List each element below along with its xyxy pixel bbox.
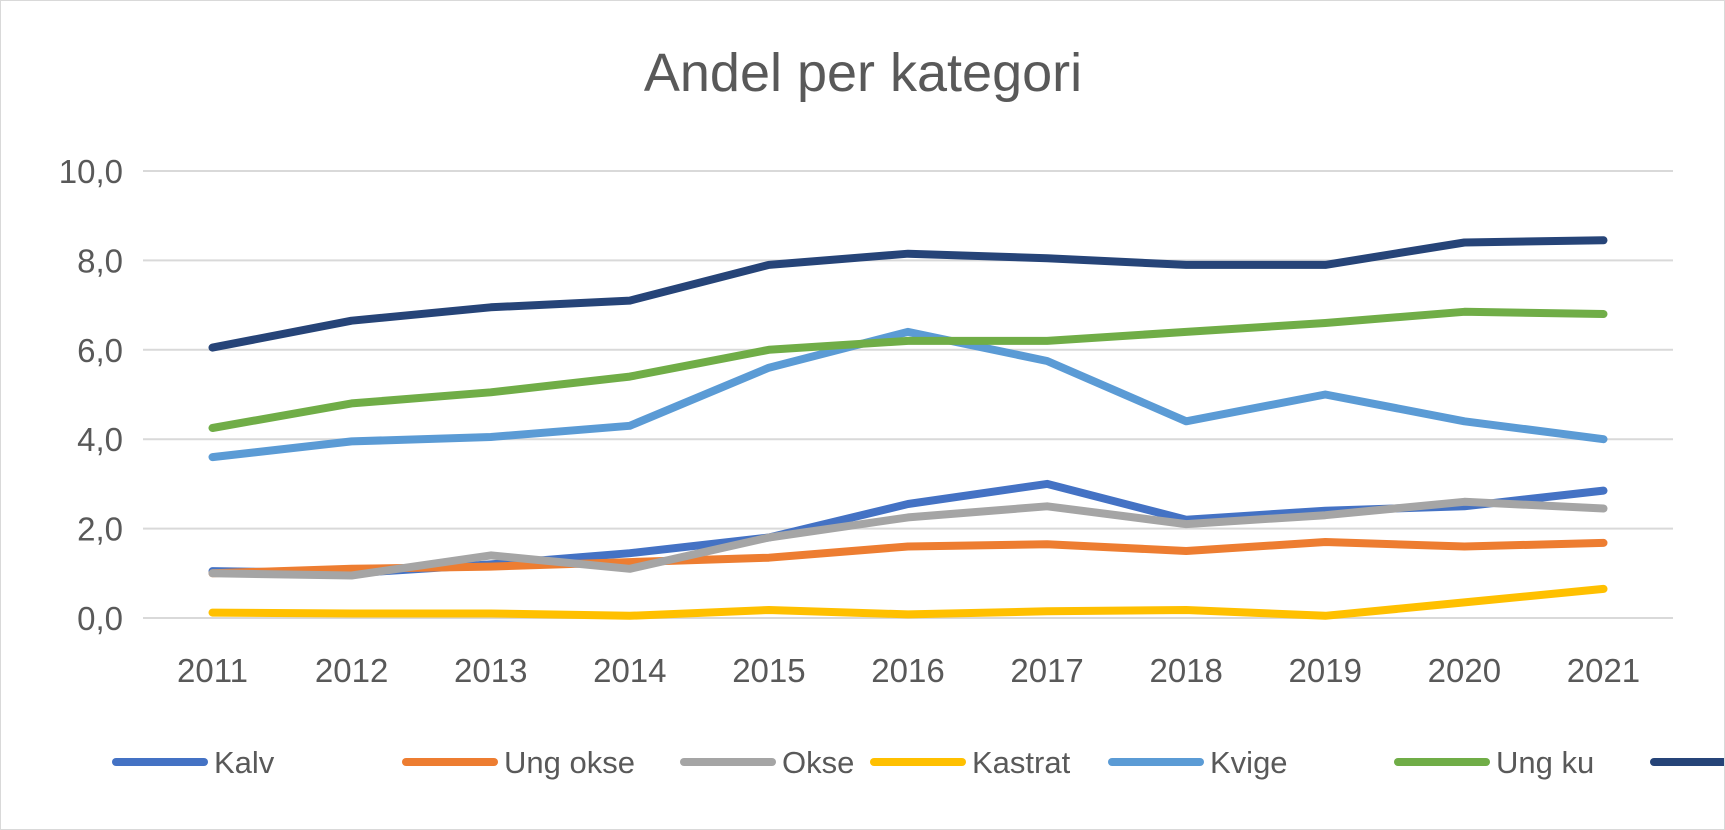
series-line-kvige: [208, 327, 1608, 462]
y-tick-label: 2,0: [77, 511, 123, 548]
x-tick-label: 2017: [1010, 652, 1083, 689]
x-tick-label: 2019: [1289, 652, 1362, 689]
x-tick-label: 2018: [1149, 652, 1222, 689]
series-line-okse: [208, 497, 1608, 580]
legend-item: Okse: [680, 745, 854, 780]
x-tick-label: 2021: [1567, 652, 1640, 689]
legend-label: Ung okse: [504, 745, 635, 780]
y-tick-label: 8,0: [77, 242, 123, 279]
x-tick-label: 2016: [871, 652, 944, 689]
x-tick-label: 2013: [454, 652, 527, 689]
gridlines: [143, 170, 1673, 619]
legend-label: Kastrat: [972, 745, 1071, 780]
legend-item: Kastrat: [870, 745, 1071, 780]
legend-label: Kalv: [214, 745, 275, 780]
legend-item: Kvige: [1108, 745, 1288, 780]
legend-item: Kalv: [112, 745, 275, 780]
chart-title: Andel per kategori: [644, 43, 1082, 103]
series-line-ung-ku: [208, 307, 1608, 432]
series-line-kastrat: [208, 584, 1608, 620]
y-tick-label: 4,0: [77, 421, 123, 458]
legend-item: Ung okse: [402, 745, 635, 780]
y-tick-label: 10,0: [59, 153, 123, 190]
legend-label: Kvige: [1210, 745, 1288, 780]
x-axis: 2011 2012 2013 2014 2015 2016 2017 2018 2019 2020…: [177, 652, 1640, 689]
legend-item: Ung ku: [1394, 745, 1594, 780]
y-tick-label: 6,0: [77, 332, 123, 369]
legend-label: Ung ku: [1496, 745, 1594, 780]
x-tick-label: 2015: [732, 652, 805, 689]
x-tick-label: 2014: [593, 652, 666, 689]
legend-label: Okse: [782, 745, 854, 780]
series-line-ung-okse: [208, 538, 1608, 578]
y-axis: 0,0 2,0 4,0 6,0 8,0 10,0: [59, 153, 123, 637]
legend-item: Ku: [1650, 758, 1724, 766]
legend: Kalv Ung okse Okse Kastrat Kvige Ung ku Ku: [112, 745, 1724, 780]
x-tick-label: 2012: [315, 652, 388, 689]
x-tick-label: 2020: [1428, 652, 1501, 689]
series-line-ku: [208, 236, 1608, 352]
x-tick-label: 2011: [177, 652, 248, 689]
y-tick-label: 0,0: [77, 600, 123, 637]
series-lines: [208, 236, 1608, 620]
